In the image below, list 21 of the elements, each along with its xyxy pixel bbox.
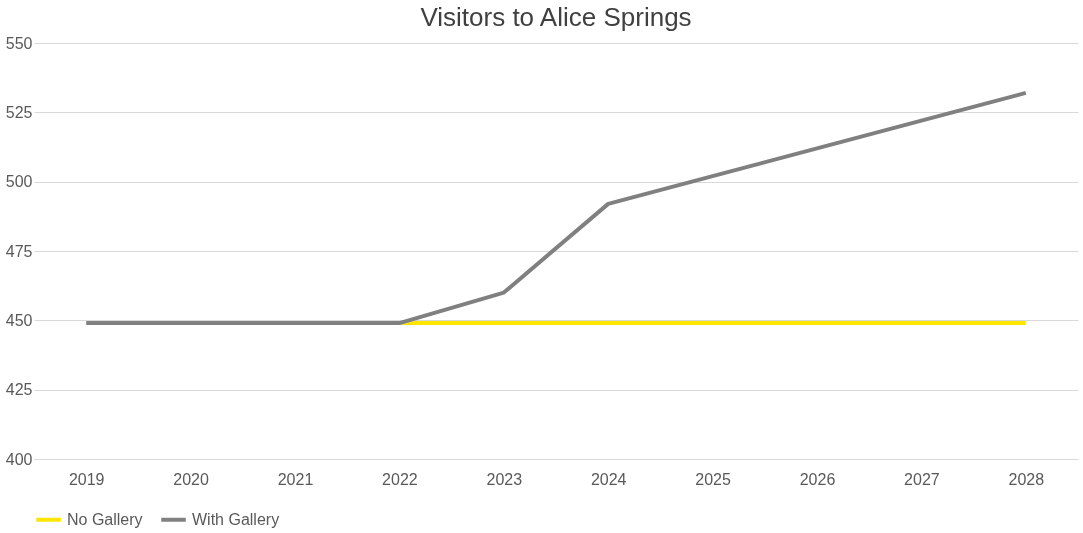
y-tick-label: 475 bbox=[5, 242, 33, 260]
x-tick-label: 2022 bbox=[382, 470, 418, 488]
x-tick-label: 2028 bbox=[1008, 470, 1045, 488]
y-tick-label: 450 bbox=[5, 311, 33, 329]
legend-label: No Gallery bbox=[67, 510, 143, 528]
y-tick-label: 500 bbox=[5, 173, 33, 191]
x-tick-label: 2025 bbox=[695, 470, 731, 488]
x-tick-label: 2021 bbox=[277, 470, 314, 488]
line-series bbox=[84, 90, 1028, 326]
y-tick-label: 400 bbox=[5, 450, 33, 468]
x-tick-label: 2020 bbox=[173, 470, 209, 488]
x-tick-label: 2027 bbox=[904, 470, 940, 488]
y-tick-label: 425 bbox=[5, 381, 33, 399]
y-tick-label: 550 bbox=[5, 34, 33, 52]
x-tick-label: 2024 bbox=[590, 470, 627, 488]
y-tick-label: 525 bbox=[5, 103, 33, 121]
chart-title: Visitors to Alice Springs bbox=[420, 2, 692, 32]
x-tick-label: 2019 bbox=[68, 470, 105, 488]
x-tick-label: 2023 bbox=[486, 470, 523, 488]
x-tick-label: 2026 bbox=[799, 470, 836, 488]
legend-label: With Gallery bbox=[192, 510, 280, 528]
